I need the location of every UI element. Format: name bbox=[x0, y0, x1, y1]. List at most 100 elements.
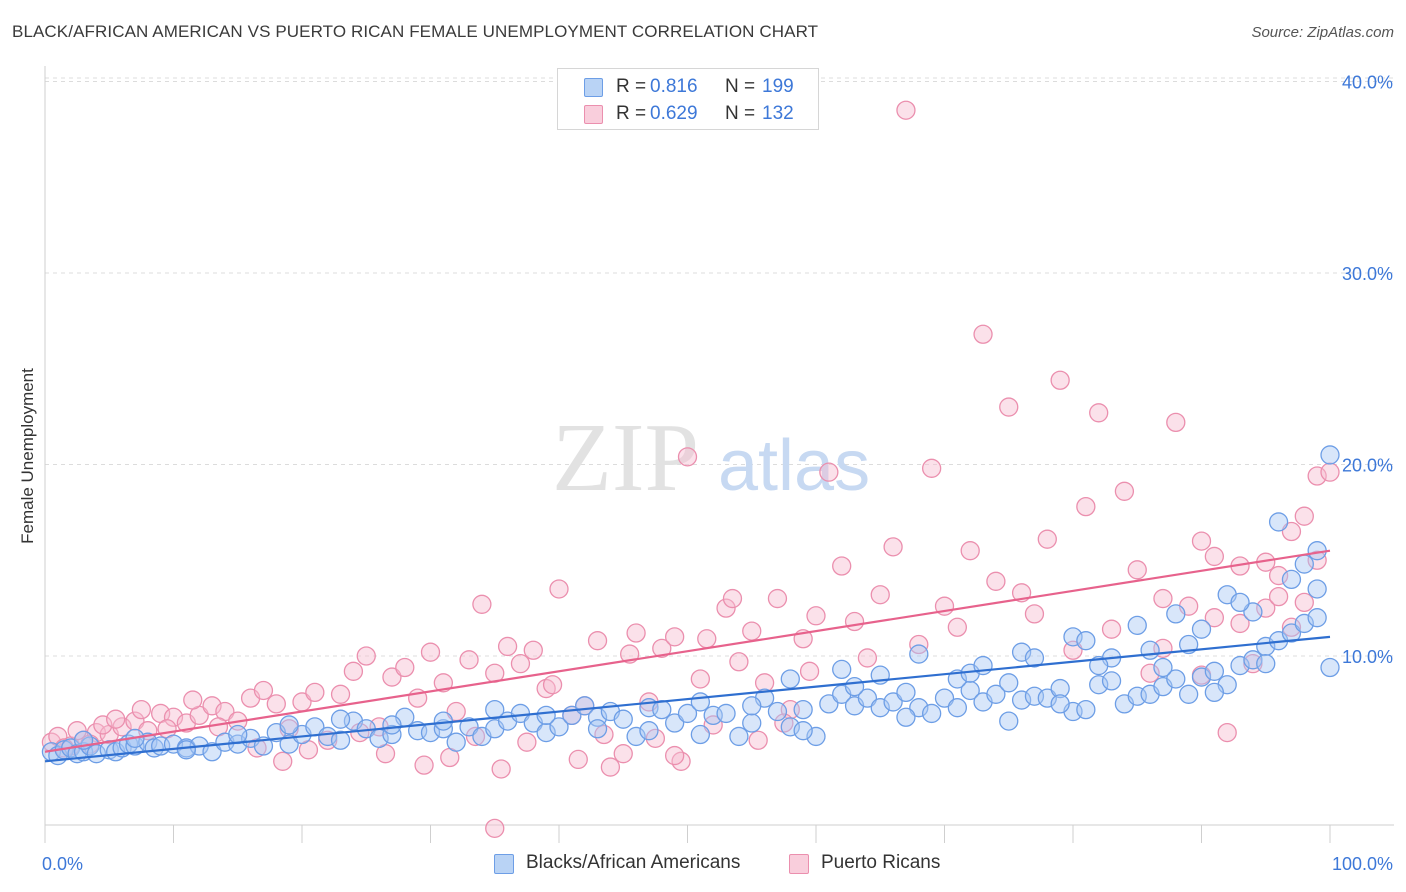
gridlines bbox=[45, 77, 1394, 657]
data-point-puerto-ricans bbox=[273, 751, 293, 771]
data-point-blacks-african-americans bbox=[639, 721, 659, 741]
legend-label: Blacks/African Americans bbox=[526, 852, 741, 873]
data-point-blacks-african-americans bbox=[780, 669, 800, 689]
data-point-blacks-african-americans bbox=[1268, 512, 1289, 532]
data-point-puerto-ricans bbox=[947, 617, 967, 637]
data-point-blacks-african-americans bbox=[1204, 682, 1224, 703]
data-point-puerto-ricans bbox=[1294, 592, 1314, 613]
data-point-blacks-african-americans bbox=[1166, 604, 1186, 624]
data-point-puerto-ricans bbox=[729, 652, 749, 672]
data-point-puerto-ricans bbox=[395, 657, 415, 678]
data-point-blacks-african-americans bbox=[228, 724, 248, 745]
data-point-blacks-african-americans bbox=[1153, 657, 1173, 678]
data-point-puerto-ricans bbox=[568, 749, 588, 770]
data-point-blacks-african-americans bbox=[665, 713, 685, 733]
data-point-puerto-ricans bbox=[613, 744, 633, 764]
data-point-blacks-african-americans bbox=[793, 699, 813, 720]
data-point-puerto-ricans bbox=[1230, 613, 1250, 634]
y-tick-label: 20.0% bbox=[1342, 456, 1393, 476]
data-point-blacks-african-americans bbox=[279, 715, 299, 735]
data-point-puerto-ricans bbox=[465, 726, 486, 747]
data-point-puerto-ricans bbox=[999, 397, 1019, 417]
data-point-blacks-african-americans bbox=[587, 719, 608, 739]
data-point-blacks-african-americans bbox=[1140, 640, 1160, 660]
data-point-puerto-ricans bbox=[799, 661, 820, 681]
data-point-puerto-ricans bbox=[420, 642, 441, 662]
data-point-puerto-ricans bbox=[665, 745, 685, 766]
data-point-blacks-african-americans bbox=[382, 715, 402, 735]
watermark-atlas: atlas bbox=[718, 426, 870, 506]
data-point-blacks-african-americans bbox=[176, 740, 197, 760]
data-point-puerto-ricans bbox=[973, 324, 993, 344]
data-point-puerto-ricans bbox=[433, 673, 454, 693]
y-axis-label: Female Unemployment bbox=[18, 368, 37, 544]
data-point-blacks-african-americans bbox=[1076, 631, 1096, 651]
data-point-blacks-african-americans bbox=[1204, 661, 1224, 681]
data-point-puerto-ricans bbox=[1268, 586, 1289, 607]
data-point-puerto-ricans bbox=[542, 675, 563, 695]
data-point-blacks-african-americans bbox=[934, 688, 955, 708]
data-point-puerto-ricans bbox=[806, 606, 826, 626]
data-point-blacks-african-americans bbox=[716, 703, 736, 724]
data-point-puerto-ricans bbox=[748, 730, 768, 750]
trend-line-blacks-african-americans bbox=[44, 635, 1331, 763]
data-point-blacks-african-americans bbox=[1101, 671, 1122, 691]
data-point-blacks-african-americans bbox=[1307, 579, 1327, 599]
y-tick-label: 30.0% bbox=[1342, 264, 1393, 284]
data-point-blacks-african-americans bbox=[742, 696, 762, 716]
data-point-blacks-african-americans bbox=[986, 684, 1006, 704]
data-point-puerto-ricans bbox=[1024, 604, 1045, 624]
data-point-puerto-ricans bbox=[125, 711, 145, 731]
data-point-blacks-african-americans bbox=[1089, 655, 1109, 676]
data-point-puerto-ricans bbox=[1320, 462, 1340, 482]
series-legend: Blacks/African Americans Puerto Ricans bbox=[0, 852, 1406, 876]
data-point-blacks-african-americans bbox=[279, 734, 299, 754]
data-point-blacks-african-americans bbox=[677, 703, 698, 724]
data-point-blacks-african-americans bbox=[613, 709, 633, 729]
data-point-blacks-african-americans bbox=[947, 698, 967, 718]
data-point-puerto-ricans bbox=[459, 650, 479, 670]
data-point-blacks-african-americans bbox=[1320, 445, 1340, 465]
series-blacks-african-americans bbox=[41, 445, 1340, 766]
legend-swatch-blue bbox=[494, 854, 514, 874]
data-point-puerto-ricans bbox=[497, 636, 518, 657]
data-point-blacks-african-americans bbox=[1281, 623, 1302, 643]
y-tick-label: 10.0% bbox=[1342, 647, 1393, 667]
data-point-puerto-ricans bbox=[1037, 529, 1057, 549]
data-point-blacks-african-americans bbox=[1050, 678, 1070, 699]
data-point-puerto-ricans bbox=[626, 623, 646, 643]
data-point-puerto-ricans bbox=[131, 699, 152, 720]
x-tick-label: 100.0% bbox=[1332, 854, 1393, 874]
legend-r-label: R = bbox=[616, 103, 647, 124]
data-point-blacks-african-americans bbox=[960, 680, 980, 701]
data-point-puerto-ricans bbox=[986, 571, 1006, 591]
data-point-blacks-african-americans bbox=[1281, 569, 1302, 590]
data-point-blacks-african-americans bbox=[446, 732, 466, 752]
data-point-puerto-ricans bbox=[677, 447, 698, 467]
data-point-puerto-ricans bbox=[844, 611, 865, 632]
data-point-puerto-ricans bbox=[690, 669, 710, 689]
data-point-blacks-african-americans bbox=[1243, 602, 1263, 622]
data-point-puerto-ricans bbox=[1204, 546, 1224, 567]
data-point-blacks-african-americans bbox=[883, 692, 903, 712]
data-point-puerto-ricans bbox=[106, 709, 126, 729]
data-point-puerto-ricans bbox=[1114, 481, 1135, 501]
data-point-puerto-ricans bbox=[491, 759, 511, 779]
data-point-puerto-ricans bbox=[183, 690, 203, 710]
data-point-puerto-ricans bbox=[870, 585, 890, 605]
data-point-blacks-african-americans bbox=[857, 688, 878, 708]
data-point-puerto-ricans bbox=[1127, 560, 1147, 580]
legend-n-value: 199 bbox=[762, 76, 794, 97]
data-point-puerto-ricans bbox=[1101, 619, 1122, 639]
data-point-puerto-ricans bbox=[922, 458, 942, 478]
data-point-blacks-african-americans bbox=[549, 717, 569, 737]
data-point-puerto-ricans bbox=[645, 728, 666, 748]
data-point-puerto-ricans bbox=[832, 556, 852, 576]
data-point-puerto-ricans bbox=[1204, 608, 1224, 628]
data-point-blacks-african-americans bbox=[1294, 554, 1314, 574]
data-point-puerto-ricans bbox=[517, 732, 537, 752]
data-point-puerto-ricans bbox=[1191, 531, 1212, 551]
data-point-blacks-african-americans bbox=[729, 726, 749, 747]
data-point-puerto-ricans bbox=[1050, 370, 1070, 390]
data-point-puerto-ricans bbox=[722, 588, 743, 609]
